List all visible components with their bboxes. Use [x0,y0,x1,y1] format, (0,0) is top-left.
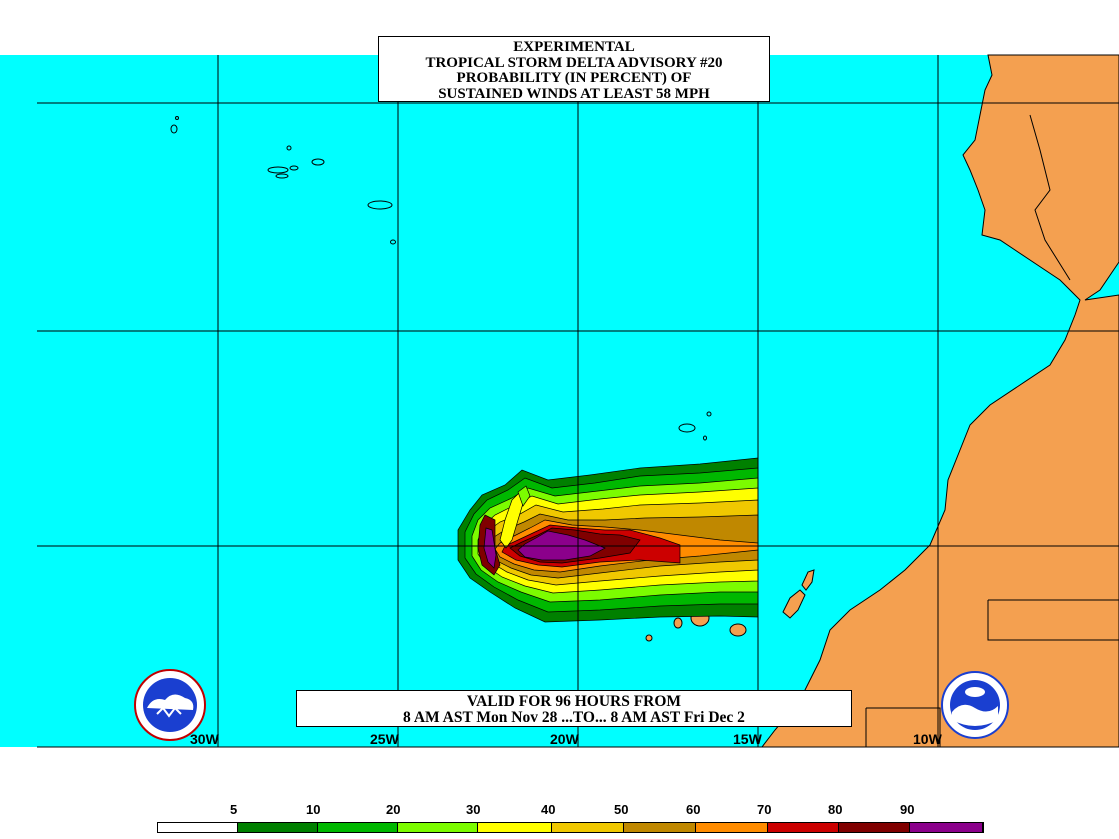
legend-swatch-6 [624,823,696,832]
legend-swatch-4 [478,823,552,832]
country-borders [865,114,1119,747]
title-line-2: TROPICAL STORM DELTA ADVISORY #20 [425,54,723,71]
title-box: EXPERIMENTAL TROPICAL STORM DELTA ADVISO… [378,36,770,102]
legend-label-80: 80 [828,802,843,817]
legend-label-30: 30 [466,802,481,817]
valid-period-box: VALID FOR 96 HOURS FROM 8 AM AST Mon Nov… [296,690,852,727]
noaa-logo-icon [941,671,1009,739]
title-line-4: SUSTAINED WINDS AT LEAST 58 MPH [438,85,710,102]
legend-label-60: 60 [686,802,701,817]
legend-swatch-10 [910,823,983,832]
lon-label-25w: 25W [370,731,399,747]
legend-swatch-3 [398,823,478,832]
azores-islands [170,116,396,245]
valid-line-1: VALID FOR 96 HOURS FROM [466,693,682,710]
legend-swatch-8 [768,823,839,832]
lon-label-15w: 15W [733,731,762,747]
lon-label-20w: 20W [550,731,579,747]
madeira-islands [678,411,712,441]
nws-logo-icon [134,669,206,741]
legend-swatch-0 [158,823,238,832]
legend-swatch-9 [839,823,910,832]
legend-label-10: 10 [306,802,321,817]
legend-color-bar [157,822,984,833]
legend-label-5: 5 [230,802,238,817]
legend-label-90: 90 [900,802,915,817]
lon-label-10w: 10W [913,731,942,747]
legend-label-50: 50 [614,802,629,817]
legend-label-40: 40 [541,802,556,817]
probability-map [0,54,1119,748]
legend-swatch-2 [318,823,398,832]
legend-swatch-5 [552,823,624,832]
valid-line-2: 8 AM AST Mon Nov 28 ...TO... 8 AM AST Fr… [403,709,745,726]
title-line-1: EXPERIMENTAL [513,39,635,55]
legend-label-70: 70 [757,802,772,817]
title-line-3: PROBABILITY (IN PERCENT) OF [456,70,692,86]
legend-swatch-7 [696,823,768,832]
legend-label-20: 20 [386,802,401,817]
lat-lon-grid [37,55,1119,748]
probability-contours [457,457,759,623]
lon-label-30w: 30W [190,731,219,747]
legend-swatch-1 [238,823,318,832]
